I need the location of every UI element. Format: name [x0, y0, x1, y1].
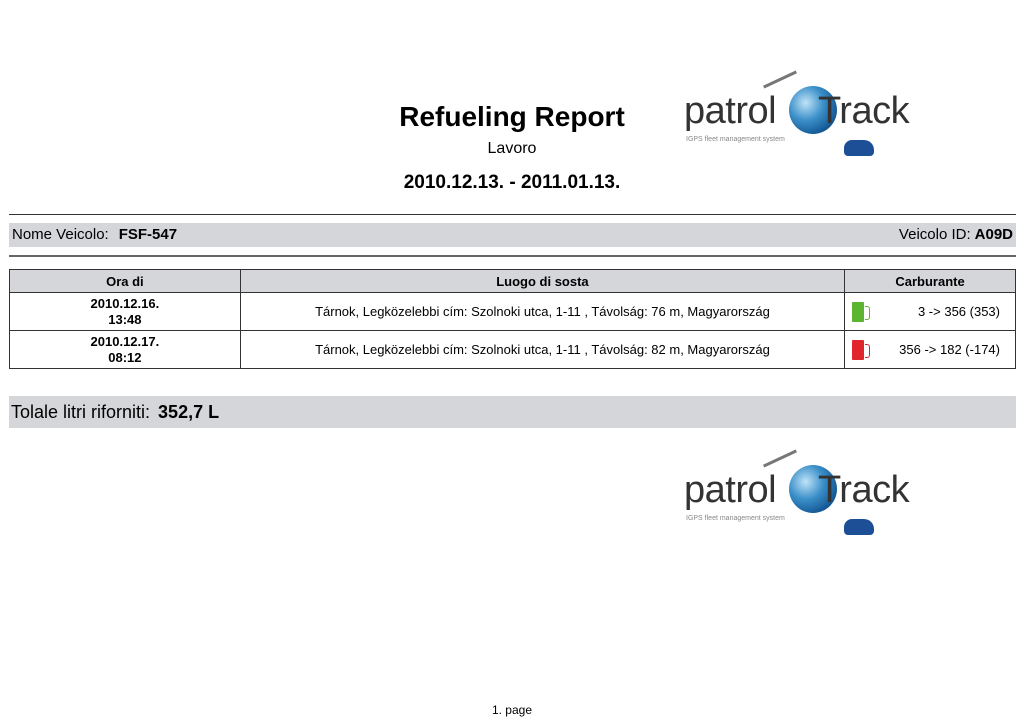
- logo-tagline: IGPS fleet management system: [686, 136, 785, 143]
- cell-location: Tárnok, Legközelebbi cím: Szolnoki utca,…: [239, 292, 846, 331]
- total-value: 352,7 L: [158, 402, 220, 422]
- header-fuel: Carburante: [844, 269, 1016, 293]
- total-bar: Tolale litri riforniti: 352,7 L: [9, 396, 1016, 428]
- satellite-icon: [763, 70, 797, 89]
- vehicle-id: A09D: [974, 226, 1013, 243]
- table-header-row: Ora di Luogo di sosta Carburante: [9, 269, 1016, 293]
- report-subtitle: Lavoro: [487, 140, 537, 157]
- logo-tagline: IGPS fleet management system: [686, 515, 785, 522]
- divider: [9, 255, 1016, 257]
- divider: [9, 214, 1016, 215]
- fuel-pump-icon: [852, 339, 871, 360]
- refueling-table: Ora di Luogo di sosta Carburante 2010.12…: [9, 269, 1016, 369]
- cell-fuel: 356 -> 182 (-174): [844, 330, 1016, 369]
- globe-icon: [789, 86, 837, 134]
- vehicle-name-label: Nome Veicolo:: [12, 226, 109, 243]
- logo-word: Track: [818, 90, 910, 132]
- vehicle-info-bar: Nome Veicolo: FSF-547 Veicolo ID: A09D: [9, 223, 1016, 247]
- cell-location: Tárnok, Legközelebbi cím: Szolnoki utca,…: [239, 330, 846, 369]
- page-number: 1. page: [491, 703, 533, 717]
- report-title: Refueling Report: [399, 101, 625, 132]
- date: 2010.12.17.: [90, 333, 160, 349]
- table-row: 2010.12.17. 08:12 Tárnok, Legközelebbi cí…: [9, 330, 1016, 369]
- globe-icon: [789, 465, 837, 513]
- cell-fuel: 3 -> 356 (353): [844, 292, 1016, 331]
- time: 13:48: [108, 311, 142, 327]
- table-row: 2010.12.16. 13:48 Tárnok, Legközelebbi cí…: [9, 292, 1016, 331]
- fuel-pump-icon: [852, 301, 871, 322]
- vehicle-id-label: Veicolo ID:: [898, 226, 971, 243]
- fuel-change: 356 -> 182 (-174): [899, 342, 1000, 357]
- car-icon: [844, 140, 874, 156]
- header-time: Ora di: [9, 269, 241, 293]
- cell-datetime: 2010.12.17. 08:12: [9, 330, 241, 369]
- date-range: 2010.12.13. - 2011.01.13.: [403, 172, 621, 193]
- time: 08:12: [108, 349, 142, 365]
- header-location: Luogo di sosta: [239, 269, 846, 293]
- date: 2010.12.16.: [90, 295, 160, 311]
- logo-word: patrol: [684, 90, 777, 132]
- cell-datetime: 2010.12.16. 13:48: [9, 292, 241, 331]
- car-icon: [844, 519, 874, 535]
- logo-word: Track: [818, 469, 910, 511]
- patroltrack-logo: patrol Track IGPS fleet management syste…: [672, 70, 932, 167]
- patroltrack-logo: patrol Track IGPS fleet management syste…: [672, 449, 932, 546]
- logo-word: patrol: [684, 469, 777, 511]
- satellite-icon: [763, 449, 797, 468]
- fuel-change: 3 -> 356 (353): [917, 304, 1000, 319]
- total-label: Tolale litri riforniti:: [11, 402, 151, 422]
- vehicle-name: FSF-547: [118, 226, 178, 243]
